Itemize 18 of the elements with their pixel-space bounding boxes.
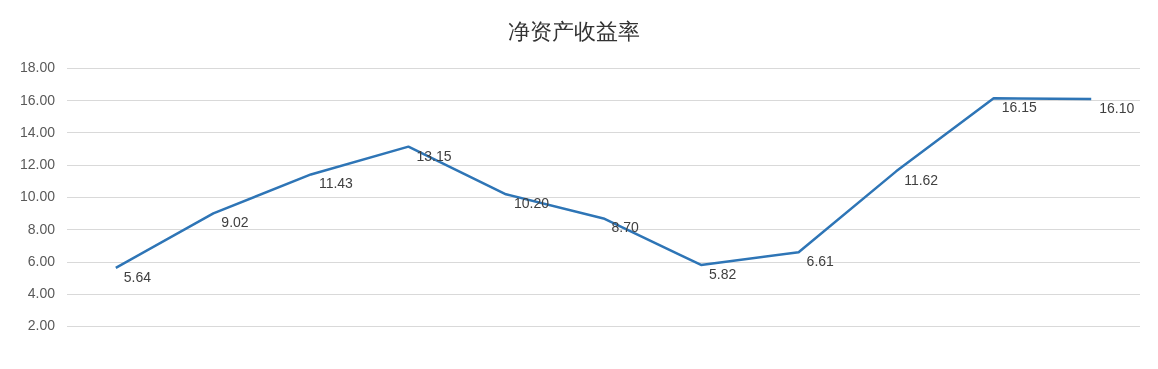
y-tick-label: 14.00 — [19, 123, 56, 140]
data-label: 5.82 — [709, 265, 737, 282]
data-label: 5.64 — [123, 268, 152, 285]
y-tick-label: 10.00 — [19, 188, 56, 205]
data-label: 6.61 — [806, 253, 835, 270]
chart-title: 净资产收益率 — [508, 18, 640, 44]
y-tick-label: 4.00 — [27, 285, 56, 302]
data-label: 11.62 — [904, 172, 939, 189]
data-label: 9.02 — [221, 214, 249, 231]
y-tick-label: 2.00 — [27, 317, 56, 334]
y-tick-label: 6.00 — [27, 252, 56, 269]
y-tick-label: 12.00 — [19, 156, 56, 173]
data-label: 16.15 — [1001, 99, 1037, 116]
data-label: 16.10 — [1099, 99, 1135, 116]
y-tick-label: 8.00 — [27, 220, 56, 237]
y-tick-label: 16.00 — [19, 91, 56, 108]
data-label: 11.43 — [318, 175, 354, 192]
y-tick-label: 18.00 — [19, 59, 56, 76]
